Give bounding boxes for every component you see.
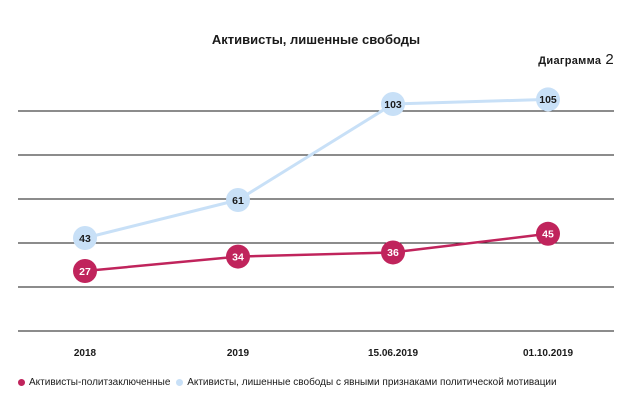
legend-item-deprived-of-liberty: Активисты, лишенные свободы с явными при… bbox=[176, 377, 557, 388]
data-point-deprived-of-liberty bbox=[73, 226, 97, 250]
data-point-political-prisoners bbox=[381, 240, 405, 265]
legend-item-political-prisoners: Активисты-политзаключенные bbox=[18, 377, 170, 388]
series-line-political-prisoners bbox=[84, 232, 549, 273]
chart-title: Активисты, лишенные свободы bbox=[211, 32, 421, 47]
x-tick-label: 15.06.2019 bbox=[368, 348, 418, 359]
data-label: 61 bbox=[232, 195, 244, 207]
diagram-label: Диаграмма 2 bbox=[538, 51, 614, 68]
data-label: 105 bbox=[539, 94, 557, 106]
chart-legend: Активисты-политзаключенные Активисты, ли… bbox=[18, 377, 560, 389]
legend-dot-deprived-of-liberty bbox=[176, 379, 184, 386]
data-label: 103 bbox=[384, 99, 402, 111]
x-tick-label: 01.10.2019 bbox=[523, 348, 573, 359]
diagram-label-text: Диаграмма bbox=[538, 55, 602, 67]
data-point-political-prisoners bbox=[536, 221, 560, 246]
diagram-number: 2 bbox=[605, 51, 614, 68]
x-tick-label: 2018 bbox=[74, 348, 97, 359]
legend-label-deprived-of-liberty: Активисты, лишенные свободы с явными при… bbox=[187, 377, 557, 388]
data-label: 34 bbox=[232, 251, 244, 263]
data-point-political-prisoners bbox=[226, 244, 250, 269]
x-tick-label: 2019 bbox=[227, 348, 250, 359]
data-label: 27 bbox=[79, 266, 91, 278]
data-point-deprived-of-liberty bbox=[381, 92, 405, 116]
data-point-deprived-of-liberty bbox=[226, 188, 250, 212]
legend-label-political-prisoners: Активисты-политзаключенные bbox=[29, 377, 171, 388]
data-point-deprived-of-liberty bbox=[536, 87, 560, 112]
series-line-deprived-of-liberty bbox=[84, 97, 549, 240]
data-label: 43 bbox=[79, 233, 91, 245]
data-point-political-prisoners bbox=[73, 259, 97, 283]
data-label: 45 bbox=[542, 229, 554, 241]
legend-dot-political-prisoners bbox=[18, 379, 25, 386]
data-label: 36 bbox=[387, 247, 399, 259]
